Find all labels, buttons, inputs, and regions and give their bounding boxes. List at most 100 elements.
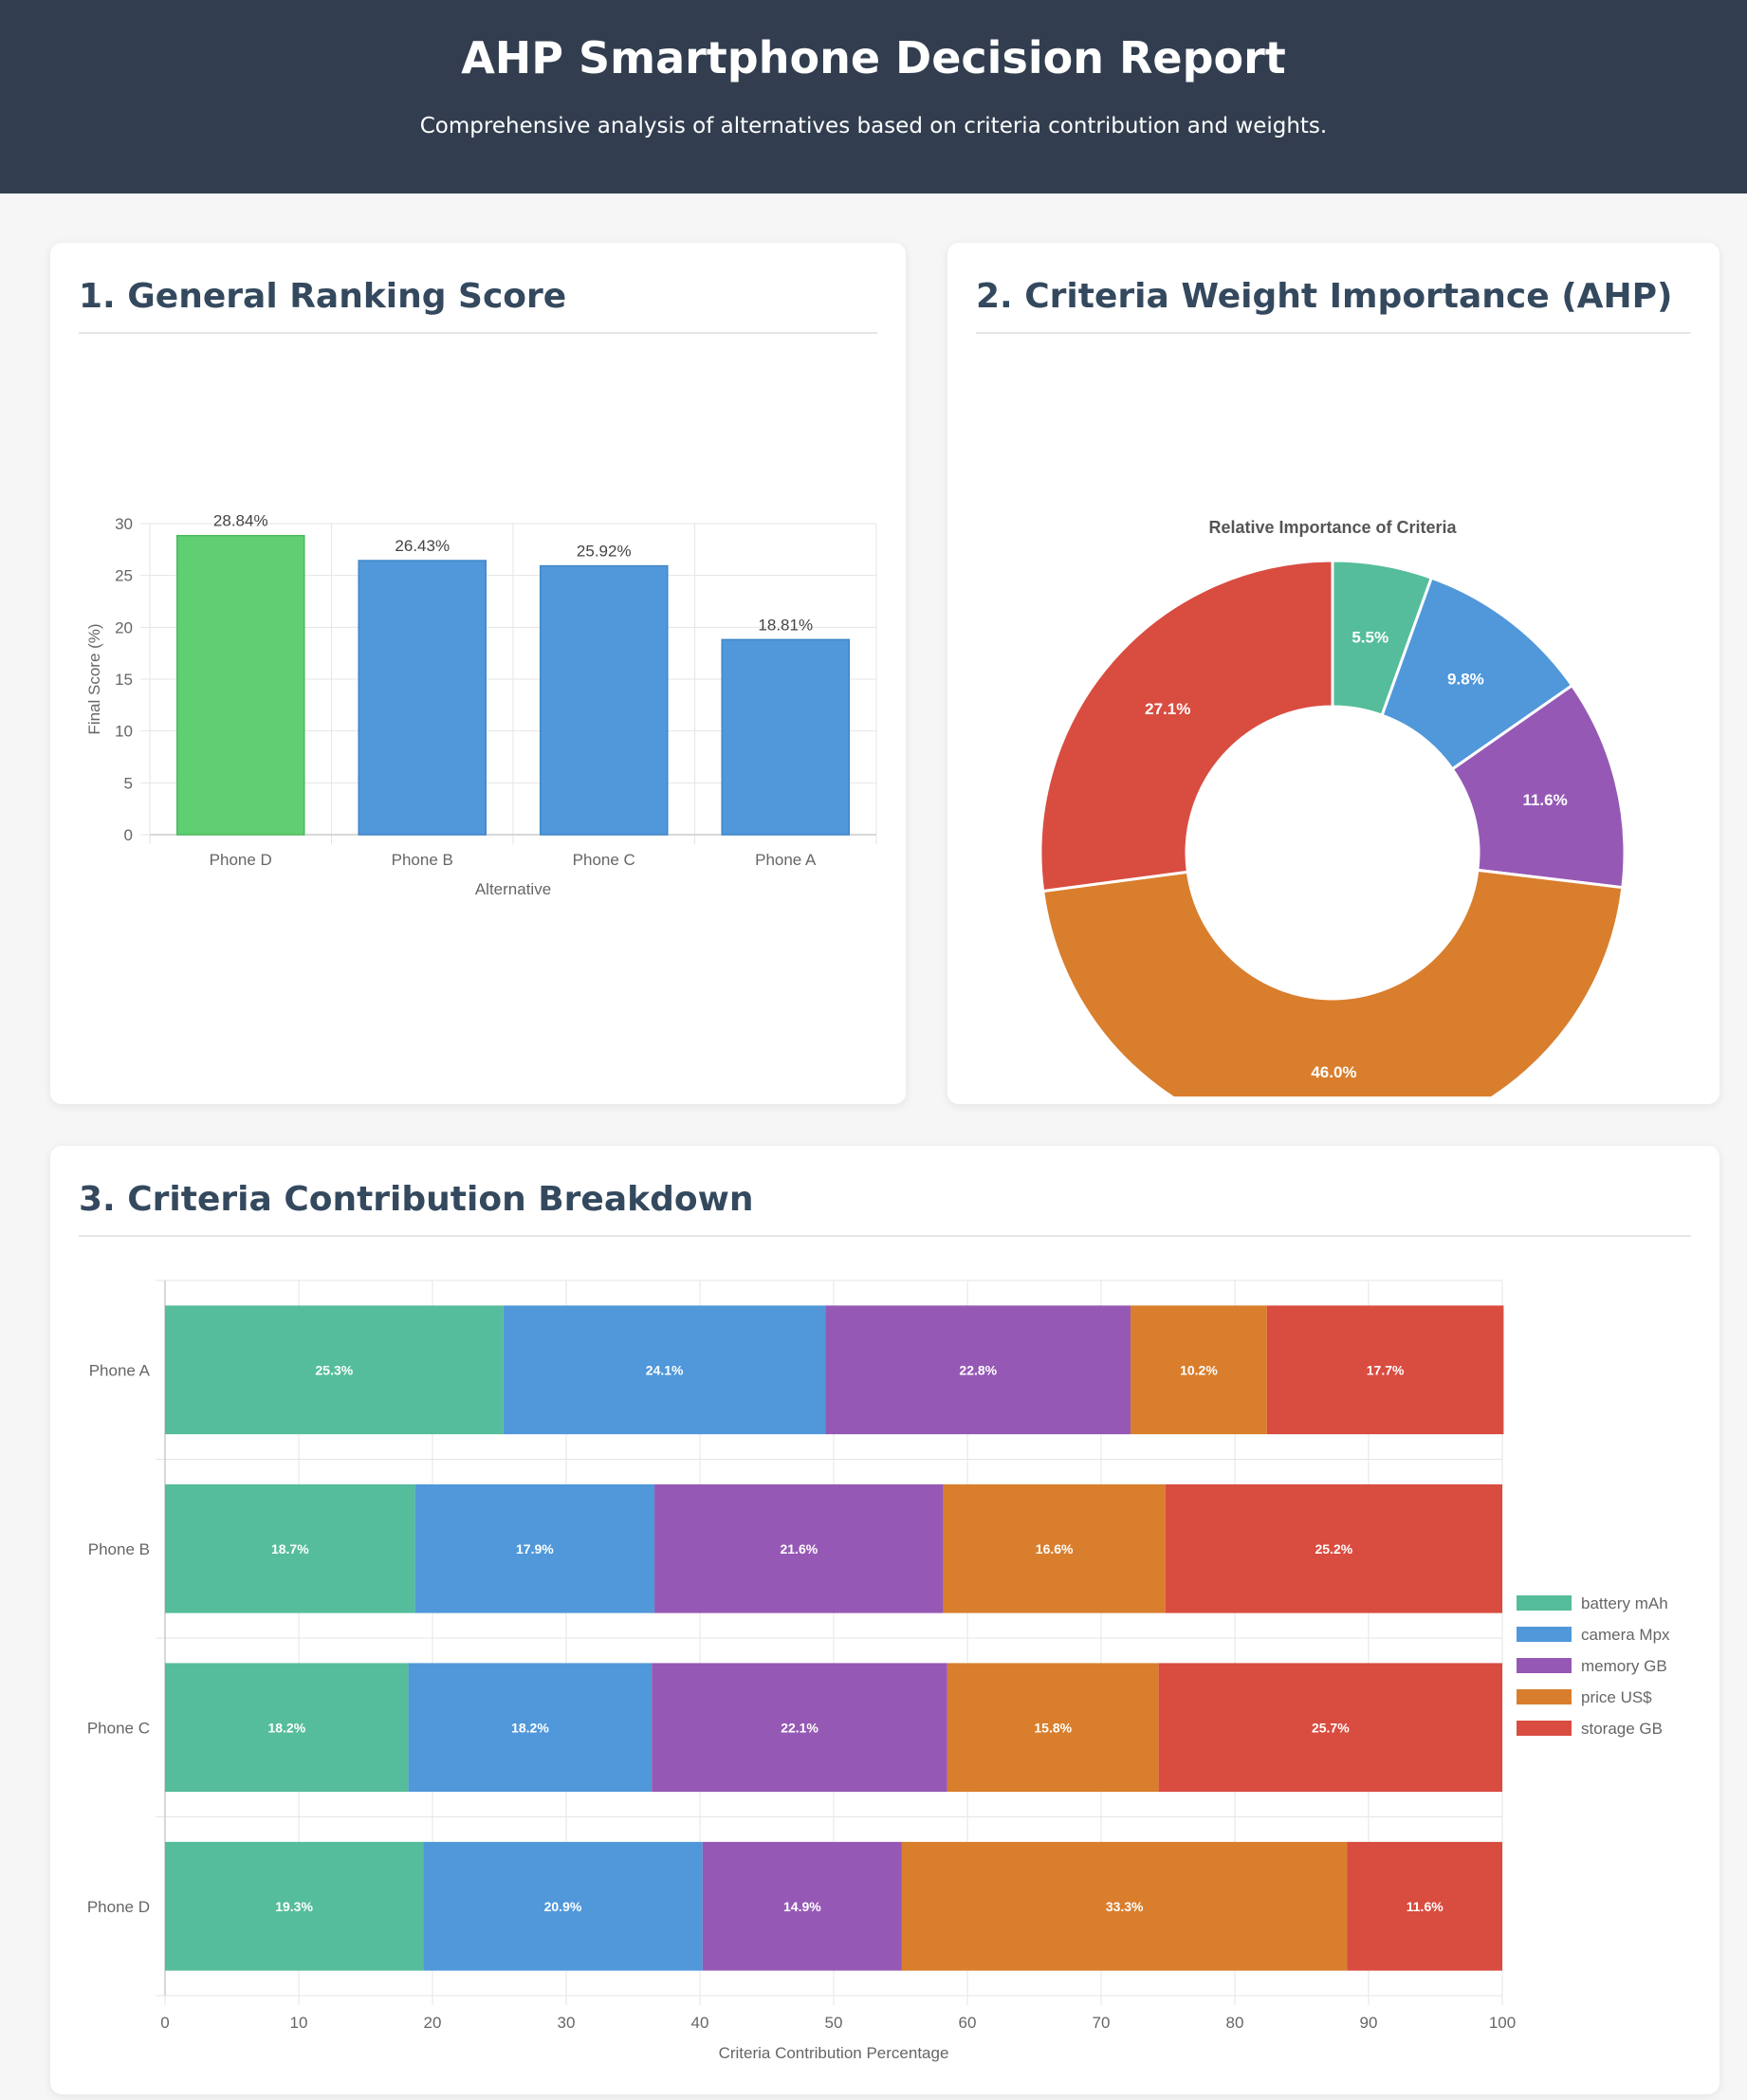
legend-label: memory GB: [1581, 1657, 1667, 1675]
segment-value-label: 20.9%: [544, 1899, 582, 1914]
breakdown-stacked-chart: 0 10 20 30 40 50 60 70 80 90 100 Phone A 25.3% 24.1% 2…: [87, 1280, 1670, 2062]
stack-segment-memory: [654, 1483, 944, 1613]
stack-segment-storage: [1266, 1305, 1504, 1435]
bar-value-label: 28.84%: [213, 512, 268, 530]
breakdown-divider: [79, 1235, 1691, 1237]
x-tick-label: 40: [691, 2014, 709, 2032]
x-tick-label: Phone D: [210, 851, 272, 869]
stack-segment-storage: [1165, 1483, 1502, 1613]
segment-value-label: 17.7%: [1367, 1362, 1405, 1377]
segment-value-label: 22.8%: [959, 1362, 997, 1377]
x-tick-label: Phone B: [392, 851, 453, 869]
segment-value-label: 25.3%: [316, 1362, 354, 1377]
legend-label: camera Mpx: [1581, 1626, 1670, 1644]
breakdown-title: 3. Criteria Contribution Breakdown: [79, 1180, 754, 1219]
stack-segment-battery: [165, 1663, 409, 1793]
breakdown-card: 3. Criteria Contribution Breakdown 0 10 20…: [50, 1146, 1719, 2094]
x-tick-label: 70: [1093, 2014, 1111, 2032]
bar-phone-c: [539, 564, 669, 836]
segment-value-label: 25.7%: [1312, 1720, 1350, 1735]
donut-slice-label: 9.8%: [1447, 671, 1484, 689]
y-tick-label: 15: [115, 671, 133, 689]
x-tick-label: 10: [290, 2014, 308, 2032]
segment-value-label: 10.2%: [1180, 1362, 1218, 1377]
y-tick-label: 20: [115, 618, 133, 636]
x-axis-title: Alternative: [475, 880, 551, 898]
y-tick-label: Phone C: [87, 1719, 150, 1737]
x-tick-label: 90: [1360, 2014, 1378, 2032]
segment-value-label: 18.2%: [511, 1720, 549, 1735]
y-tick-label: Phone D: [87, 1898, 150, 1916]
legend-swatch: [1517, 1721, 1572, 1736]
bar-phone-d: [175, 534, 305, 836]
ranking-divider: [79, 332, 877, 334]
page-subtitle: Comprehensive analysis of alternatives b…: [419, 114, 1328, 138]
stack-segment-storage: [1347, 1841, 1502, 1971]
stack-segment-camera: [503, 1305, 826, 1435]
bar-value-label: 18.81%: [758, 616, 813, 634]
weights-card: 2. Criteria Weight Importance (AHP) Rela…: [947, 243, 1719, 1104]
stack-segment-storage: [1158, 1663, 1502, 1793]
donut-title: Relative Importance of Criteria: [1208, 518, 1457, 537]
y-axis-title: Final Score (%): [85, 623, 103, 734]
donut-slice-label: 46.0%: [1311, 1063, 1356, 1081]
legend-swatch: [1517, 1595, 1572, 1611]
y-tick-label: 5: [124, 774, 133, 792]
x-tick-label: 80: [1226, 2014, 1244, 2032]
donut-slice-price: [1040, 868, 1625, 1096]
legend-swatch: [1517, 1689, 1572, 1704]
x-tick-label: 100: [1489, 2014, 1516, 2032]
donut-slice-storage: [1039, 559, 1334, 893]
segment-value-label: 25.2%: [1315, 1541, 1352, 1557]
legend-swatch: [1517, 1627, 1572, 1642]
page-title: AHP Smartphone Decision Report: [461, 32, 1286, 83]
x-tick-label: 60: [959, 2014, 977, 2032]
bar-value-label: 26.43%: [395, 537, 450, 555]
stack-segment-price: [901, 1841, 1348, 1971]
stack-segment-price: [943, 1483, 1166, 1613]
stack-segment-battery: [165, 1483, 415, 1613]
bar-value-label: 25.92%: [577, 543, 632, 561]
segment-value-label: 19.3%: [275, 1899, 313, 1914]
stack-segment-camera: [414, 1483, 655, 1613]
ranking-title: 1. General Ranking Score: [79, 277, 567, 316]
donut-slice-label: 11.6%: [1522, 791, 1567, 809]
segment-value-label: 15.8%: [1034, 1720, 1072, 1735]
stack-segment-price: [1131, 1305, 1267, 1435]
legend-label: storage GB: [1581, 1720, 1663, 1738]
bar-phone-a: [721, 638, 851, 836]
stack-segment-camera: [408, 1663, 653, 1793]
y-tick-label: 10: [115, 723, 133, 741]
ranking-bar-chart: 0 5 10 15 20 25 30 28.84% Phone D 26.43% Phone B 25…: [85, 512, 877, 898]
stack-segment-camera: [423, 1841, 703, 1971]
bar-phone-b: [358, 560, 487, 836]
x-tick-label: 30: [558, 2014, 576, 2032]
segment-value-label: 33.3%: [1106, 1899, 1144, 1914]
y-tick-label: Phone A: [89, 1361, 151, 1379]
weights-title: 2. Criteria Weight Importance (AHP): [976, 277, 1673, 316]
segment-value-label: 24.1%: [646, 1362, 684, 1377]
x-tick-label: 0: [160, 2014, 169, 2032]
donut-slice-label: 27.1%: [1145, 700, 1190, 718]
ranking-card: 1. General Ranking Score 0 5 10 15 20 25 30 28.…: [50, 243, 906, 1104]
segment-value-label: 22.1%: [781, 1720, 818, 1735]
y-tick-label: 25: [115, 567, 133, 585]
segment-value-label: 14.9%: [783, 1899, 821, 1914]
stack-segment-battery: [165, 1305, 504, 1435]
x-tick-label: 20: [424, 2014, 442, 2032]
stack-segment-memory: [652, 1663, 947, 1793]
legend-swatch: [1517, 1658, 1572, 1673]
stack-segment-memory: [825, 1305, 1131, 1435]
segment-value-label: 11.6%: [1407, 1899, 1444, 1914]
donut-slice-label: 5.5%: [1352, 628, 1388, 646]
segment-value-label: 21.6%: [780, 1541, 818, 1557]
x-tick-label: 50: [825, 2014, 843, 2032]
segment-value-label: 17.9%: [516, 1541, 554, 1557]
stack-segment-memory: [702, 1841, 902, 1971]
segment-value-label: 16.6%: [1036, 1541, 1074, 1557]
segment-value-label: 18.2%: [267, 1720, 305, 1735]
y-tick-label: Phone B: [88, 1540, 150, 1558]
x-tick-label: Phone C: [573, 851, 635, 869]
report-header: AHP Smartphone Decision Report Comprehen…: [0, 0, 1747, 193]
legend-label: price US$: [1581, 1688, 1652, 1706]
